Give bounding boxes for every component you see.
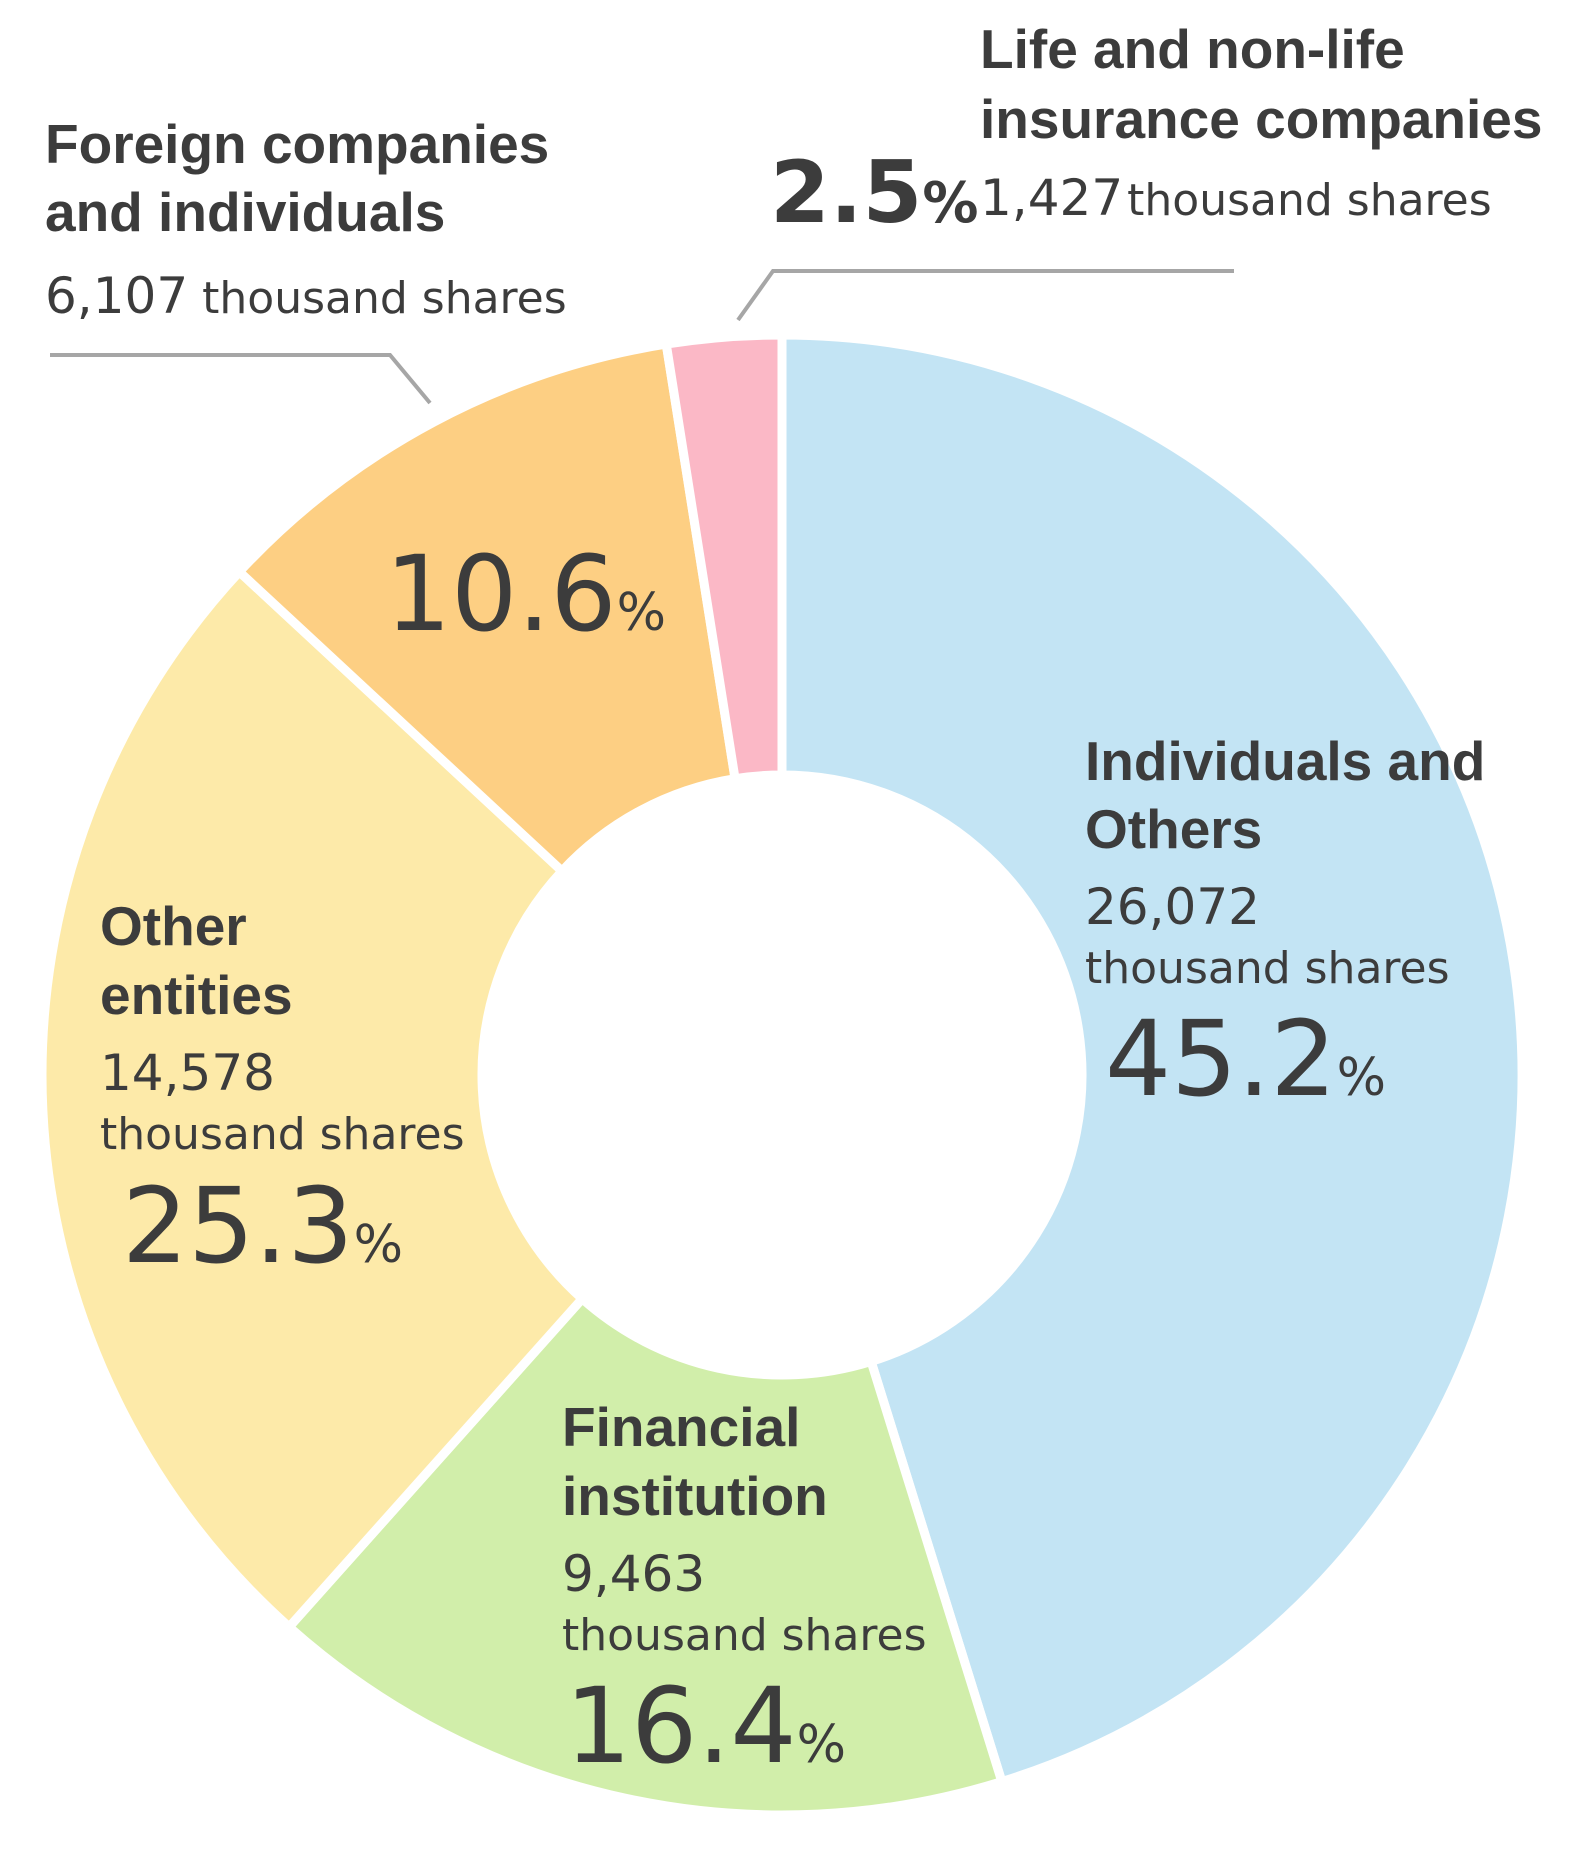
slice-percent-insurance: 2.5%	[770, 143, 978, 243]
slice-foreign	[234, 339, 740, 876]
label-foreign: Foreign companies and individuals 6,107 t…	[45, 113, 666, 655]
slice-shares-other-entities: 14,578	[100, 1044, 275, 1102]
slice-percent-individuals: 45.2%	[1105, 998, 1386, 1120]
slice-name-other-entities-line1: Other	[100, 895, 247, 957]
slice-percent-financial: 16.4%	[565, 1665, 846, 1787]
percent-sign-financial: %	[797, 1715, 846, 1775]
slice-name-individuals-line1: Individuals and	[1085, 730, 1485, 792]
slice-individuals	[777, 330, 1527, 1787]
leader-line-insurance	[736, 269, 1234, 322]
slice-insurance	[661, 330, 787, 784]
leader-line-foreign	[50, 353, 432, 405]
label-individuals: Individuals and Others 26,072 thousand s…	[1085, 730, 1485, 1120]
slice-other_entities	[37, 567, 587, 1632]
slice-name-financial-line1: Financial	[562, 1396, 800, 1458]
slice-name-other-entities-line2: entities	[100, 964, 293, 1026]
slice-unit-individuals: thousand shares	[1085, 943, 1450, 994]
leader-lines	[50, 269, 1234, 405]
shares-value-insurance: 1,427	[980, 169, 1123, 227]
slice-name-foreign-line2: and individuals	[45, 181, 445, 243]
donut-slices	[37, 330, 1527, 1820]
label-financial: Financial institution 9,463 thousand sha…	[562, 1396, 927, 1787]
slice-percent-foreign: 10.6%	[385, 533, 666, 655]
slice-name-insurance-line2: insurance companies	[980, 88, 1542, 150]
shares-unit-foreign: thousand shares	[202, 273, 567, 324]
slice-unit-financial: thousand shares	[562, 1610, 927, 1661]
shares-unit-insurance: thousand shares	[1127, 175, 1492, 226]
slice-shares-insurance: 1,427thousand shares	[980, 169, 1492, 227]
percent-value-financial: 16.4	[565, 1665, 797, 1787]
slice-shares-individuals: 26,072	[1085, 878, 1260, 936]
shares-value-foreign: 6,107	[45, 267, 188, 325]
label-other-entities: Other entities 14,578 thousand shares 25…	[100, 895, 465, 1287]
slice-name-individuals-line2: Others	[1085, 798, 1262, 860]
slice-name-financial-line2: institution	[562, 1465, 828, 1527]
slice-name-insurance-line1: Life and non-life	[980, 18, 1405, 80]
percent-sign-individuals: %	[1337, 1048, 1386, 1108]
percent-sign-foreign: %	[617, 583, 666, 643]
percent-value-other-entities: 25.3	[122, 1165, 354, 1287]
percent-sign-insurance: %	[922, 171, 978, 236]
slice-shares-foreign: 6,107 thousand shares	[45, 267, 567, 325]
percent-value-individuals: 45.2	[1105, 998, 1337, 1120]
percent-value-foreign: 10.6	[385, 533, 617, 655]
slice-shares-financial: 9,463	[562, 1545, 705, 1603]
label-insurance: Life and non-life insurance companies 1,…	[770, 18, 1542, 243]
percent-sign-other-entities: %	[354, 1215, 403, 1275]
percent-value-insurance: 2.5	[770, 143, 922, 243]
slice-percent-other-entities: 25.3%	[122, 1165, 403, 1287]
slice-name-foreign-line1: Foreign companies	[45, 113, 549, 175]
slice-unit-other-entities: thousand shares	[100, 1109, 465, 1160]
